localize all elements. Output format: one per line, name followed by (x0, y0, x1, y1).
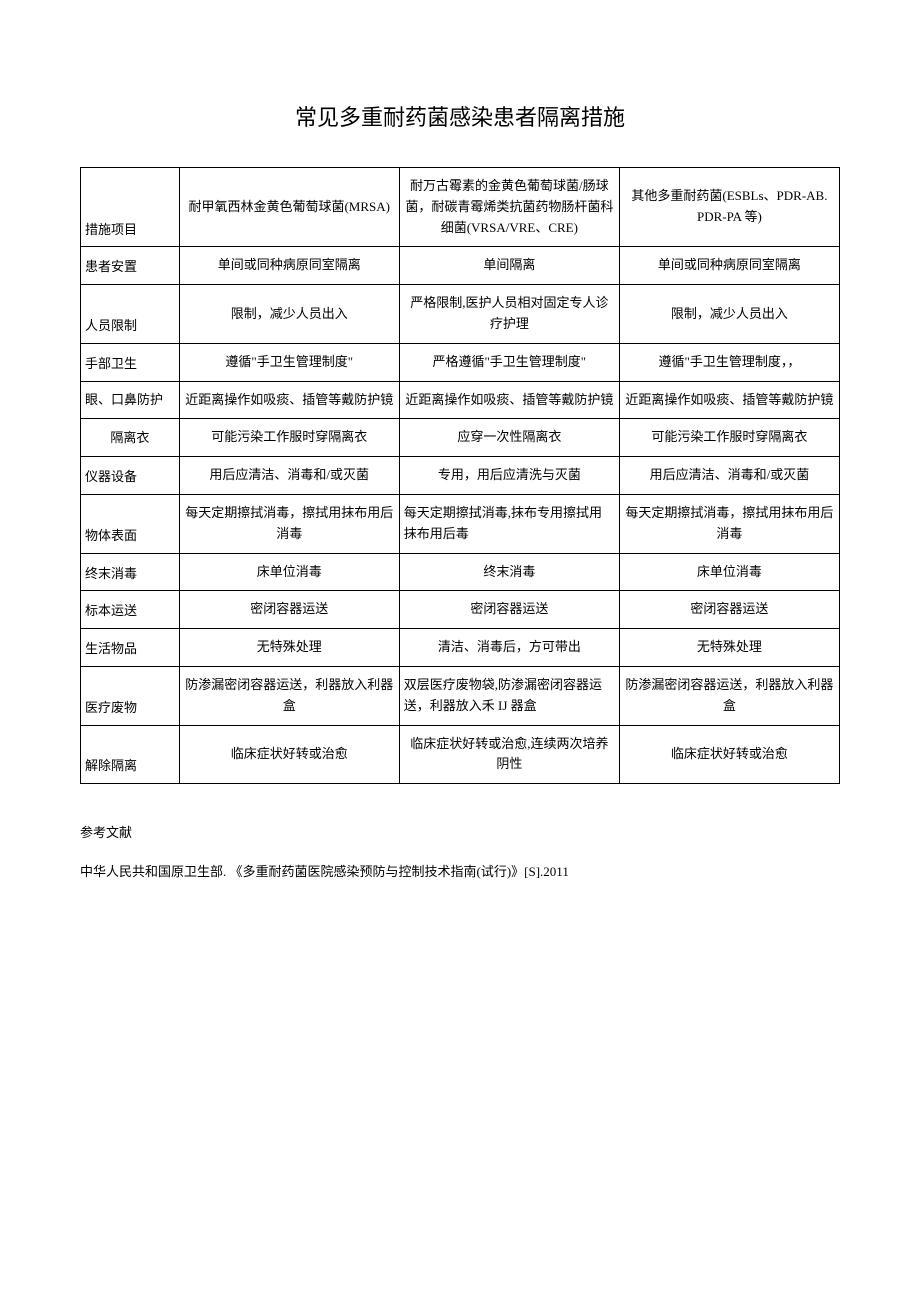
header-vrsa-vre-cre: 耐万古霉素的金黄色葡萄球菌/肠球菌，耐碳青霉烯类抗菌药物肠杆菌科细菌(VRSA/… (399, 168, 619, 247)
cell-value: 密闭容器运送 (399, 591, 619, 629)
row-label: 终末消毒 (81, 553, 180, 591)
header-mrsa: 耐甲氧西林金黄色葡萄球菌(MRSA) (179, 168, 399, 247)
table-row: 仪器设备 用后应清洁、消毒和/或灭菌 专用，用后应清洗与灭菌 用后应清洁、消毒和… (81, 457, 840, 495)
row-label: 标本运送 (81, 591, 180, 629)
cell-value: 近距离操作如吸痰、插管等戴防护镜 (399, 381, 619, 419)
table-row: 眼、口鼻防护 近距离操作如吸痰、插管等戴防护镜 近距离操作如吸痰、插管等戴防护镜… (81, 381, 840, 419)
cell-value: 临床症状好转或治愈,连续两次培养阴性 (399, 725, 619, 784)
cell-value: 单间隔离 (399, 247, 619, 285)
cell-value: 专用，用后应清洗与灭菌 (399, 457, 619, 495)
table-row: 解除隔离 临床症状好转或治愈 临床症状好转或治愈,连续两次培养阴性 临床症状好转… (81, 725, 840, 784)
cell-value: 密闭容器运送 (179, 591, 399, 629)
cell-value: 近距离操作如吸痰、插管等戴防护镜 (179, 381, 399, 419)
table-row: 物体表面 每天定期擦拭消毒，擦拭用抹布用后消毒 每天定期擦拭消毒,抹布专用擦拭用… (81, 494, 840, 553)
cell-value: 临床症状好转或治愈 (179, 725, 399, 784)
cell-value: 单间或同种病原同室隔离 (179, 247, 399, 285)
row-label: 眼、口鼻防护 (81, 381, 180, 419)
table-row: 患者安置 单间或同种病原同室隔离 单间隔离 单间或同种病原同室隔离 (81, 247, 840, 285)
cell-value: 清洁、消毒后，方可带出 (399, 629, 619, 667)
document-title: 常见多重耐药菌感染患者隔离措施 (80, 100, 840, 132)
cell-value: 终末消毒 (399, 553, 619, 591)
cell-value: 遵循"手卫生管理制度" (179, 343, 399, 381)
cell-value: 密闭容器运送 (619, 591, 839, 629)
table-row: 标本运送 密闭容器运送 密闭容器运送 密闭容器运送 (81, 591, 840, 629)
header-measure: 措施项目 (81, 168, 180, 247)
cell-value: 可能污染工作服时穿隔离衣 (619, 419, 839, 457)
cell-value: 限制，减少人员出入 (179, 285, 399, 344)
references-section: 参考文献 中华人民共和国原卫生部. 《多重耐药菌医院感染预防与控制技术指南(试行… (80, 819, 840, 886)
cell-value: 可能污染工作服时穿隔离衣 (179, 419, 399, 457)
cell-value: 每天定期擦拭消毒,抹布专用擦拭用抹布用后毒 (399, 494, 619, 553)
row-label: 医疗废物 (81, 666, 180, 725)
row-label: 人员限制 (81, 285, 180, 344)
cell-value: 用后应清洁、消毒和/或灭菌 (619, 457, 839, 495)
table-row: 手部卫生 遵循"手卫生管理制度" 严格遵循"手卫生管理制度" 遵循"手卫生管理制… (81, 343, 840, 381)
cell-value: 床单位消毒 (179, 553, 399, 591)
cell-value: 防渗漏密闭容器运送，利器放入利器盒 (619, 666, 839, 725)
row-label: 解除隔离 (81, 725, 180, 784)
references-heading: 参考文献 (80, 819, 840, 848)
cell-value: 遵循"手卫生管理制度，， (619, 343, 839, 381)
cell-value: 近距离操作如吸痰、插管等戴防护镜 (619, 381, 839, 419)
cell-value: 双层医疗废物袋,防渗漏密闭容器运送，利器放入禾 IJ 器盒 (399, 666, 619, 725)
cell-value: 应穿一次性隔离衣 (399, 419, 619, 457)
isolation-measures-table: 措施项目 耐甲氧西林金黄色葡萄球菌(MRSA) 耐万古霉素的金黄色葡萄球菌/肠球… (80, 167, 840, 784)
table-row: 生活物品 无特殊处理 清洁、消毒后，方可带出 无特殊处理 (81, 629, 840, 667)
cell-value: 限制，减少人员出入 (619, 285, 839, 344)
row-label: 生活物品 (81, 629, 180, 667)
header-other-mdro: 其他多重耐药菌(ESBLs、PDR-AB. PDR-PA 等) (619, 168, 839, 247)
table-row: 终末消毒 床单位消毒 终末消毒 床单位消毒 (81, 553, 840, 591)
table-row: 医疗废物 防渗漏密闭容器运送，利器放入利器盒 双层医疗废物袋,防渗漏密闭容器运送… (81, 666, 840, 725)
cell-value: 无特殊处理 (179, 629, 399, 667)
cell-value: 用后应清洁、消毒和/或灭菌 (179, 457, 399, 495)
cell-value: 严格限制,医护人员相对固定专人诊疗护理 (399, 285, 619, 344)
cell-value: 严格遵循"手卫生管理制度" (399, 343, 619, 381)
table-row: 人员限制 限制，减少人员出入 严格限制,医护人员相对固定专人诊疗护理 限制，减少… (81, 285, 840, 344)
cell-value: 单间或同种病原同室隔离 (619, 247, 839, 285)
table-row: 隔离衣 可能污染工作服时穿隔离衣 应穿一次性隔离衣 可能污染工作服时穿隔离衣 (81, 419, 840, 457)
cell-value: 无特殊处理 (619, 629, 839, 667)
row-label: 仪器设备 (81, 457, 180, 495)
row-label: 隔离衣 (81, 419, 180, 457)
table-header-row: 措施项目 耐甲氧西林金黄色葡萄球菌(MRSA) 耐万古霉素的金黄色葡萄球菌/肠球… (81, 168, 840, 247)
cell-value: 每天定期擦拭消毒，擦拭用抹布用后消毒 (619, 494, 839, 553)
cell-value: 床单位消毒 (619, 553, 839, 591)
cell-value: 每天定期擦拭消毒，擦拭用抹布用后消毒 (179, 494, 399, 553)
row-label: 手部卫生 (81, 343, 180, 381)
row-label: 物体表面 (81, 494, 180, 553)
references-item: 中华人民共和国原卫生部. 《多重耐药菌医院感染预防与控制技术指南(试行)》[S]… (80, 858, 840, 887)
row-label: 患者安置 (81, 247, 180, 285)
cell-value: 防渗漏密闭容器运送，利器放入利器盒 (179, 666, 399, 725)
cell-value: 临床症状好转或治愈 (619, 725, 839, 784)
table-body: 措施项目 耐甲氧西林金黄色葡萄球菌(MRSA) 耐万古霉素的金黄色葡萄球菌/肠球… (81, 168, 840, 784)
